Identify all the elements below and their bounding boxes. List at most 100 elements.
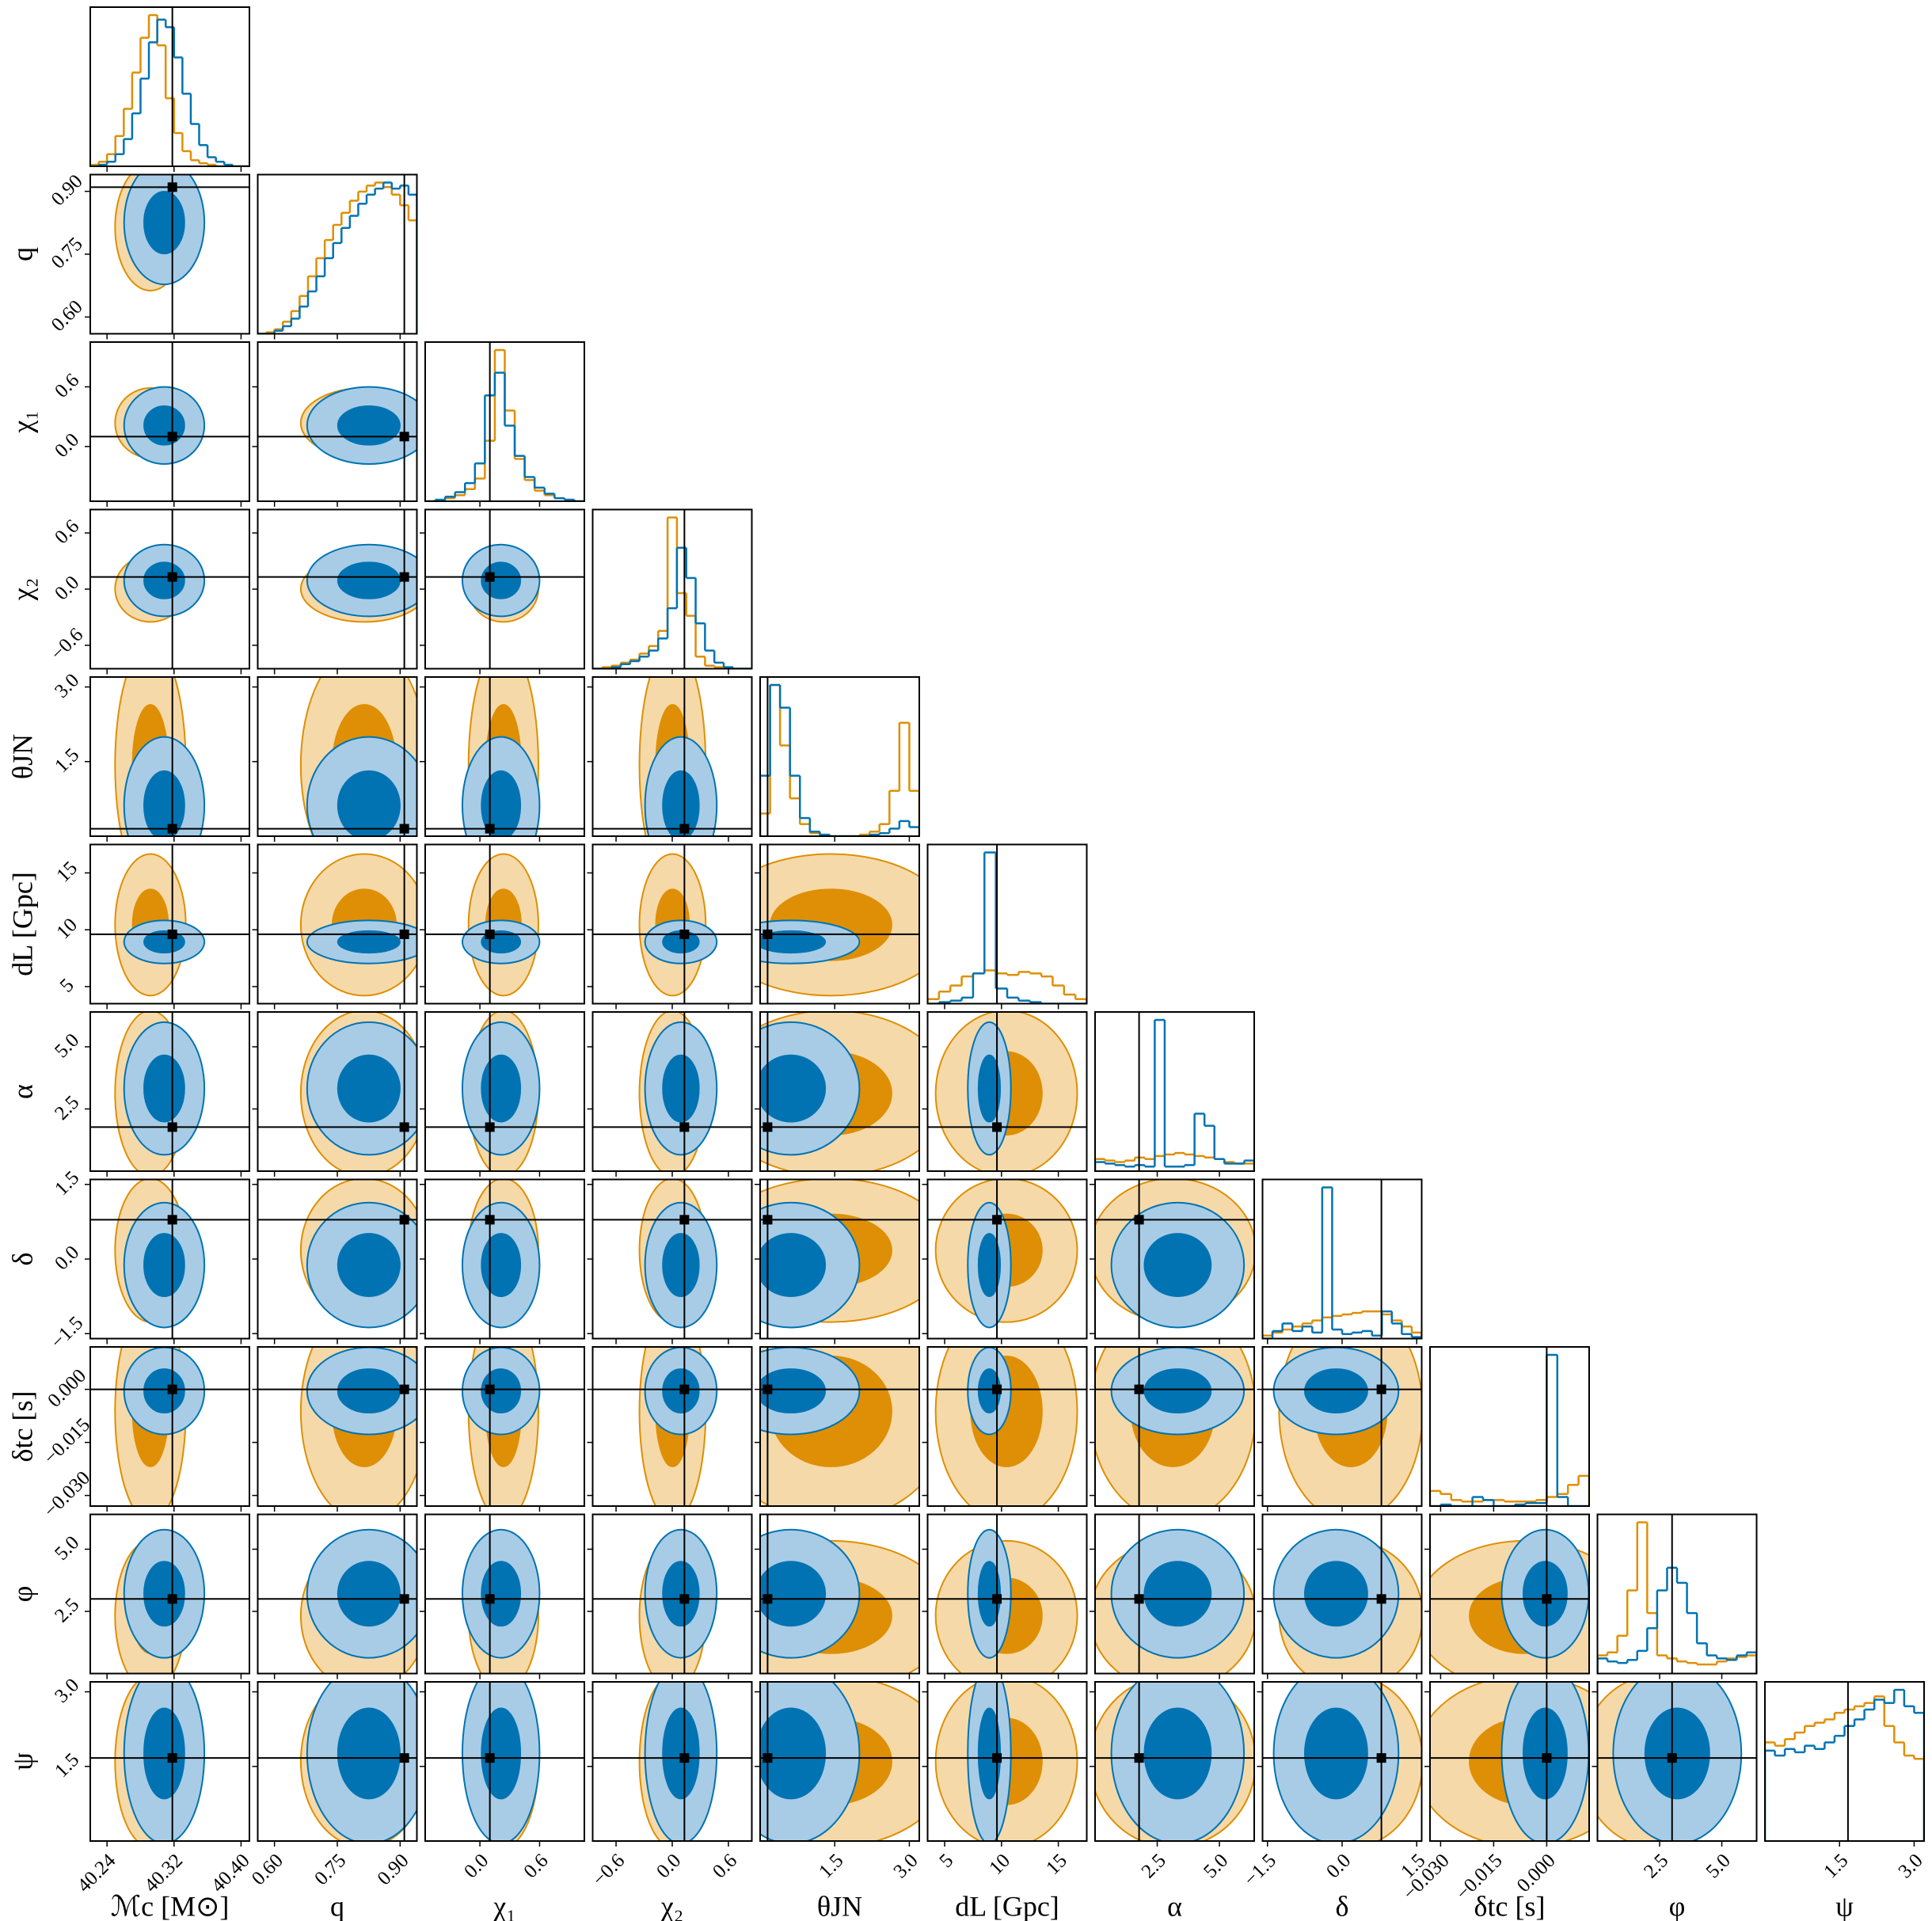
truth-marker bbox=[763, 929, 773, 939]
panel-frame bbox=[257, 676, 418, 837]
truth-marker bbox=[679, 929, 690, 939]
panel bbox=[1090, 1178, 1255, 1345]
panel: 0.0 0.6 bbox=[420, 1681, 585, 1882]
panel-content bbox=[760, 1682, 919, 1841]
truth-marker bbox=[679, 1594, 690, 1604]
x-axis-label: q bbox=[330, 1890, 344, 1921]
panel bbox=[922, 1346, 1088, 1512]
panel bbox=[252, 1178, 418, 1345]
truth-marker bbox=[167, 182, 177, 192]
panel-content bbox=[425, 509, 584, 669]
contour-inner bbox=[481, 1561, 522, 1627]
panel bbox=[257, 173, 418, 340]
panel-frame bbox=[89, 1346, 250, 1507]
panel-frame bbox=[759, 1513, 920, 1675]
truth-marker bbox=[167, 1753, 177, 1763]
panel bbox=[420, 843, 585, 1010]
panel bbox=[922, 1178, 1088, 1345]
truth-marker bbox=[399, 572, 409, 582]
truth-marker bbox=[679, 1215, 690, 1225]
x-tick-label: 40.32 bbox=[140, 1850, 187, 1896]
y-axis-label: φ bbox=[6, 1586, 38, 1603]
x-tick-label: 2.5 bbox=[1640, 1850, 1672, 1882]
truth-marker bbox=[485, 1215, 495, 1225]
truth-marker bbox=[485, 1122, 495, 1132]
y-tick-label: 3.0 bbox=[51, 670, 83, 702]
truth-marker bbox=[485, 1753, 495, 1763]
panel-frame bbox=[257, 1346, 418, 1507]
x-tick-label: 10 bbox=[985, 1850, 1014, 1879]
contour-inner bbox=[662, 1561, 700, 1627]
panel-content bbox=[1095, 1514, 1254, 1674]
panel-content bbox=[1095, 1347, 1254, 1506]
contour-inner bbox=[337, 1368, 401, 1414]
x-tick-label: 0.75 bbox=[310, 1850, 350, 1889]
hist-riser bbox=[1765, 1696, 1924, 1841]
panel-frame bbox=[1596, 1681, 1758, 1842]
truth-marker bbox=[399, 1384, 409, 1394]
panel-content bbox=[927, 1682, 1087, 1841]
x-tick-label: −1.5 bbox=[1240, 1850, 1280, 1890]
truth-marker bbox=[167, 929, 177, 939]
panel-content bbox=[592, 1347, 752, 1506]
panel: 0.60 0.75 0.90 bbox=[248, 1681, 418, 1889]
panel bbox=[420, 508, 585, 675]
x-axis-label: χ₁ bbox=[493, 1890, 516, 1921]
contour-inner bbox=[760, 930, 827, 954]
panel-frame bbox=[591, 1346, 753, 1507]
panel-frame bbox=[591, 1178, 753, 1340]
panel bbox=[755, 1011, 920, 1177]
panel-content bbox=[1095, 1012, 1254, 1171]
panel-frame bbox=[424, 341, 585, 502]
panel bbox=[420, 676, 585, 842]
truth-marker bbox=[167, 1122, 177, 1132]
panel-content bbox=[760, 677, 919, 836]
panel-content bbox=[257, 1347, 417, 1506]
truth-marker bbox=[399, 1122, 409, 1132]
panel-content bbox=[1095, 1682, 1254, 1841]
x-tick-label: 3.0 bbox=[890, 1850, 922, 1882]
y-tick-label: 0.0 bbox=[51, 572, 83, 604]
panel-content bbox=[1095, 1179, 1254, 1339]
panel bbox=[587, 1513, 753, 1679]
panel bbox=[587, 843, 753, 1010]
contour-inner bbox=[662, 770, 700, 836]
y-tick-label: −1.5 bbox=[47, 1312, 87, 1352]
panel bbox=[252, 1011, 418, 1177]
panel bbox=[252, 676, 418, 842]
y-axis-label: χ₂ bbox=[6, 578, 38, 602]
truth-marker bbox=[399, 929, 409, 939]
panel bbox=[420, 1346, 585, 1512]
contour-inner bbox=[143, 770, 185, 836]
contour-inner bbox=[337, 1707, 401, 1800]
contour-inner bbox=[977, 1233, 1002, 1298]
panel bbox=[252, 1513, 418, 1679]
panel-content bbox=[257, 1514, 417, 1674]
hist-riser bbox=[273, 182, 417, 334]
panel bbox=[424, 341, 585, 507]
x-tick-label: 0.6 bbox=[520, 1850, 553, 1882]
contour-inner bbox=[760, 1054, 827, 1123]
contour-inner bbox=[143, 1054, 185, 1123]
y-tick-label: 1.5 bbox=[51, 1749, 83, 1782]
panel: 1.5 3.0 bbox=[1764, 1681, 1927, 1882]
panel: −0.6 0.0 0.6 bbox=[47, 508, 250, 675]
panel: −1.5 0.0 1.5 bbox=[47, 1167, 250, 1353]
panel-frame bbox=[1094, 1681, 1255, 1842]
panel: 5 10 15 bbox=[52, 843, 250, 1010]
truth-marker bbox=[485, 929, 495, 939]
panel bbox=[420, 1011, 585, 1177]
x-tick-label: 5.0 bbox=[1200, 1850, 1232, 1882]
y-tick-label: −0.015 bbox=[40, 1414, 94, 1469]
panel-content bbox=[760, 844, 919, 1004]
panel bbox=[591, 508, 753, 675]
y-tick-label: −0.6 bbox=[47, 624, 87, 664]
panel-frame bbox=[89, 1011, 250, 1172]
panel-frame bbox=[257, 173, 418, 335]
hist-riser bbox=[1765, 1690, 1924, 1841]
contour-inner bbox=[1303, 1368, 1368, 1414]
y-tick-label: 0.60 bbox=[48, 296, 87, 336]
panel-frame bbox=[926, 1346, 1088, 1507]
panel-frame bbox=[1094, 1011, 1255, 1172]
panel-frame bbox=[424, 843, 585, 1005]
